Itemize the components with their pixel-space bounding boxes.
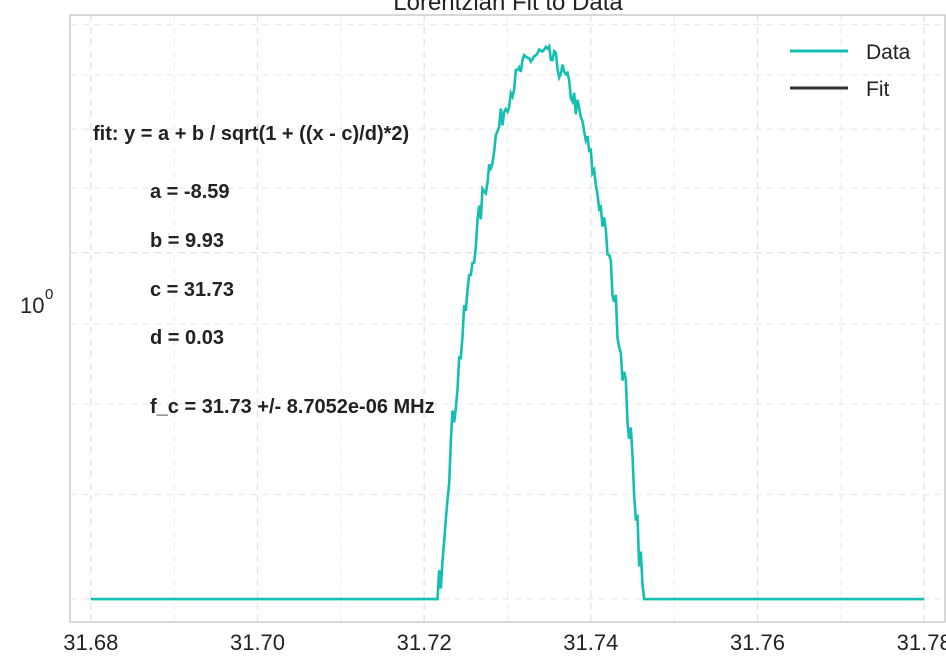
annotation-b: b = 9.93 bbox=[150, 230, 224, 252]
annotation-equation: fit: y = a + b / sqrt(1 + ((x - c)/d)*2) bbox=[93, 123, 409, 145]
legend-fit-label: Fit bbox=[866, 78, 889, 101]
y-tick-exp: 0 bbox=[45, 286, 53, 303]
y-tick-label: 10 0 bbox=[20, 286, 53, 318]
legend: Data Fit bbox=[790, 41, 911, 101]
y-tick-base: 10 bbox=[20, 293, 44, 318]
chart-title: Lorentzian Fit to Data bbox=[393, 0, 623, 16]
legend-data-label: Data bbox=[866, 41, 911, 64]
plot-frame bbox=[69, 14, 946, 623]
x-tick-label: 31.74 bbox=[563, 630, 618, 655]
x-axis: 31.68 31.70 31.72 31.74 31.76 31.78 bbox=[63, 630, 946, 655]
x-tick-label: 31.70 bbox=[230, 630, 285, 655]
grid bbox=[70, 15, 945, 622]
x-tick-label: 31.78 bbox=[897, 630, 946, 655]
annotation-d: d = 0.03 bbox=[150, 327, 224, 349]
series-data-line bbox=[90, 42, 925, 601]
annotation-c: c = 31.73 bbox=[150, 279, 234, 301]
annotation-a: a = -8.59 bbox=[150, 181, 230, 203]
annotations: fit: y = a + b / sqrt(1 + ((x - c)/d)*2)… bbox=[93, 123, 435, 418]
x-tick-label: 31.68 bbox=[63, 630, 118, 655]
x-tick-label: 31.72 bbox=[397, 630, 452, 655]
x-tick-label: 31.76 bbox=[730, 630, 785, 655]
annotation-fc: f_c = 31.73 +/- 8.7052e-06 MHz bbox=[150, 396, 435, 418]
